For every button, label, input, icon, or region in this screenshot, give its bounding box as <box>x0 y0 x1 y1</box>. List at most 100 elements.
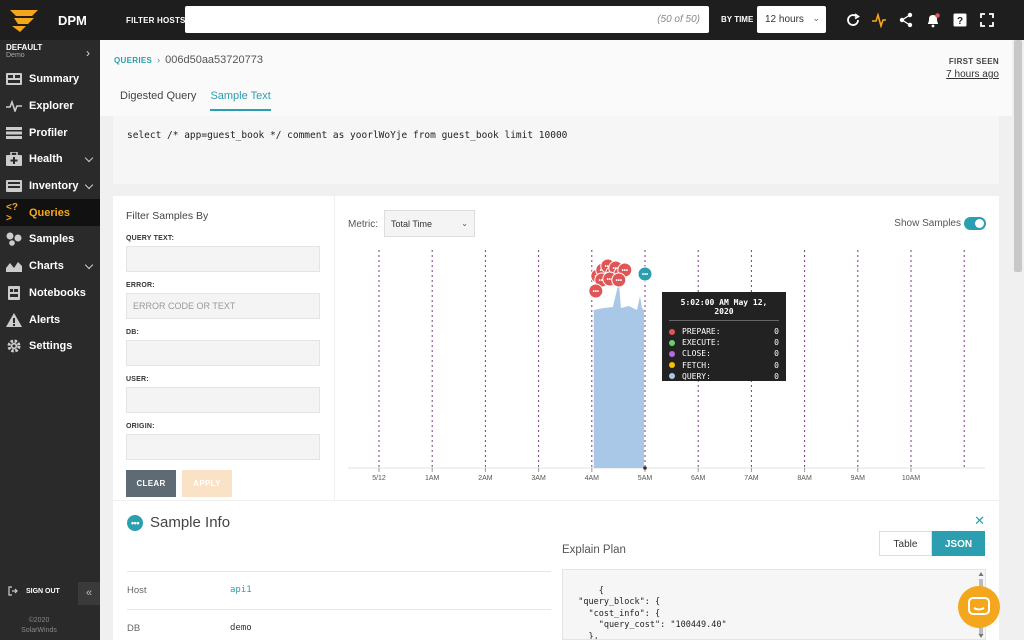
sidebar-item-charts[interactable]: Charts <box>0 253 100 280</box>
table-view-button[interactable]: Table <box>879 531 932 556</box>
sample-point <box>588 283 604 299</box>
filter-hosts-input[interactable]: (50 of 50) <box>185 6 709 33</box>
by-time-label: BY TIME <box>721 15 754 24</box>
sidebar-item-label: Charts <box>29 260 64 273</box>
chevron-down-icon: ⌄ <box>812 13 820 23</box>
legend-dot-prepare <box>669 328 675 335</box>
sample-point-dots: ••• <box>593 289 599 295</box>
db-input[interactable] <box>126 340 320 366</box>
sample-info-title: Sample Info <box>150 514 231 531</box>
sidebar-item-inventory[interactable]: Inventory <box>0 173 100 200</box>
show-samples-label: Show Samples <box>894 218 961 229</box>
x-tick-label: 2AM <box>478 475 493 482</box>
fullscreen-icon[interactable] <box>979 12 995 28</box>
more-dots-icon: ••• <box>127 514 143 531</box>
sidebar-item-samples[interactable]: Samples <box>0 226 100 253</box>
sign-out-icon <box>8 586 18 596</box>
sidebar-item-label: Inventory <box>29 180 79 193</box>
sidebar-item-notebooks[interactable]: Notebooks <box>0 280 100 307</box>
sidebar: DEFAULT Demo › Summary Explorer Profiler… <box>0 40 100 640</box>
charts-icon <box>6 259 22 273</box>
sign-out-label: SIGN OUT <box>26 587 60 595</box>
first-seen-label: FIRST SEEN <box>948 57 999 66</box>
chevron-down-icon: ⌄ <box>461 219 468 228</box>
sidebar-item-label: Health <box>29 153 63 166</box>
query-header: QUERIES › 006d50aa53720773 FIRST SEEN 7 … <box>100 40 1012 116</box>
refresh-icon[interactable] <box>845 12 861 28</box>
query-text-input[interactable] <box>126 246 320 272</box>
sidebar-item-label: Alerts <box>29 313 61 326</box>
error-input[interactable]: ERROR CODE OR TEXT <box>126 293 320 319</box>
x-tick-label: 6AM <box>691 475 706 482</box>
query-tabs: Digested Query Sample Text <box>120 90 271 111</box>
summary-icon <box>6 72 22 86</box>
sidebar-item-summary[interactable]: Summary <box>0 66 100 93</box>
sidebar-item-label: Summary <box>29 73 80 86</box>
tab-digested-query[interactable]: Digested Query <box>120 90 197 102</box>
copyright: ©2020 SolarWinds <box>0 616 78 636</box>
first-seen-value[interactable]: 7 hours ago <box>946 69 999 80</box>
breadcrumb-queries-link[interactable]: QUERIES <box>114 55 153 65</box>
tooltip-row-label: CLOSE: <box>682 349 711 359</box>
page-scrollbar[interactable] <box>1012 40 1024 640</box>
tooltip-row-label: FETCH: <box>682 360 711 370</box>
x-tick-label: 8AM <box>797 475 812 482</box>
sidebar-item-label: Settings <box>29 340 73 353</box>
clear-button[interactable]: CLEAR <box>126 470 176 497</box>
sidebar-item-profiler[interactable]: Profiler <box>0 119 100 146</box>
x-tick-label: 10AM <box>902 475 920 482</box>
solarwinds-logo-icon <box>10 10 38 32</box>
copyright-name: SolarWinds <box>21 627 57 634</box>
legend-dot-query <box>669 373 675 380</box>
org-name: DEFAULT <box>6 43 43 52</box>
sample-point-dots: ••• <box>605 264 611 270</box>
tooltip-row-close: CLOSE: 0 <box>669 348 779 359</box>
sample-point <box>611 272 627 288</box>
tooltip-row-label: QUERY: <box>682 371 711 381</box>
metric-select[interactable]: Total Time ⌄ <box>384 210 475 237</box>
explain-plan-json-text: { "query_block": { "cost_info": { "query… <box>578 585 727 640</box>
explain-plan-json: { "query_block": { "cost_info": { "query… <box>562 569 986 640</box>
collapse-sidebar-button[interactable]: « <box>78 582 100 605</box>
sidebar-item-health[interactable]: Health <box>0 146 100 173</box>
tab-sample-text[interactable]: Sample Text <box>210 90 271 111</box>
samples-chart-panel: 5/12 1AM 2AM 3AM 4AM 5AM 6AM 7AM 8AM 9AM 10AM ••• ••… <box>335 196 999 500</box>
user-input[interactable] <box>126 387 320 413</box>
selected-sample-point-dots: ••• <box>642 272 648 278</box>
page-scrollbar-thumb[interactable] <box>1014 40 1022 272</box>
x-tick-label: 5AM <box>638 475 653 482</box>
top-bar: DPM FILTER HOSTS (50 of 50) BY TIME 12 h… <box>0 0 1024 40</box>
tooltip-row-fetch: FETCH: 0 <box>669 360 779 371</box>
apply-button[interactable]: APPLY <box>182 470 232 497</box>
org-switcher[interactable]: DEFAULT Demo › <box>0 40 100 66</box>
samples-chart[interactable]: 5/12 1AM 2AM 3AM 4AM 5AM 6AM 7AM 8AM 9AM 10AM•••••… <box>335 196 999 500</box>
tooltip-title: 5:02:00 AM May 12, 2020 <box>669 298 779 321</box>
notification-bell-icon[interactable] <box>925 12 941 28</box>
sidebar-item-alerts[interactable]: Alerts <box>0 306 100 333</box>
sidebar-item-explorer[interactable]: Explorer <box>0 93 100 120</box>
json-view-button[interactable]: JSON <box>932 531 985 556</box>
sidebar-item-queries[interactable]: <?> Queries <box>0 199 100 227</box>
time-range-select[interactable]: 12 hours ⌄ <box>757 6 826 33</box>
brand[interactable]: DPM <box>0 0 100 40</box>
sidebar-item-label: Explorer <box>29 100 74 113</box>
chat-launcher-button[interactable] <box>958 586 1000 628</box>
info-key: DB <box>127 623 141 634</box>
show-samples-toggle[interactable] <box>964 217 986 230</box>
chevron-right-icon: › <box>86 46 90 60</box>
metric-label: Metric: <box>348 219 378 230</box>
sample-sql-text: select /* app=guest_book */ comment as y… <box>113 116 999 184</box>
svg-text:?: ? <box>957 16 963 27</box>
activity-icon[interactable] <box>871 12 887 28</box>
close-icon[interactable]: ✕ <box>974 513 985 528</box>
origin-input[interactable] <box>126 434 320 460</box>
breadcrumb-current: 006d50aa53720773 <box>165 54 263 66</box>
notebooks-icon <box>6 285 22 300</box>
legend-dot-close <box>669 350 675 357</box>
help-icon[interactable]: ? <box>952 12 968 28</box>
sign-out-button[interactable]: SIGN OUT <box>8 586 60 596</box>
health-icon <box>6 152 22 167</box>
sidebar-item-settings[interactable]: Settings <box>0 333 100 360</box>
host-link[interactable]: api1 <box>230 585 252 595</box>
share-icon[interactable] <box>898 12 914 28</box>
